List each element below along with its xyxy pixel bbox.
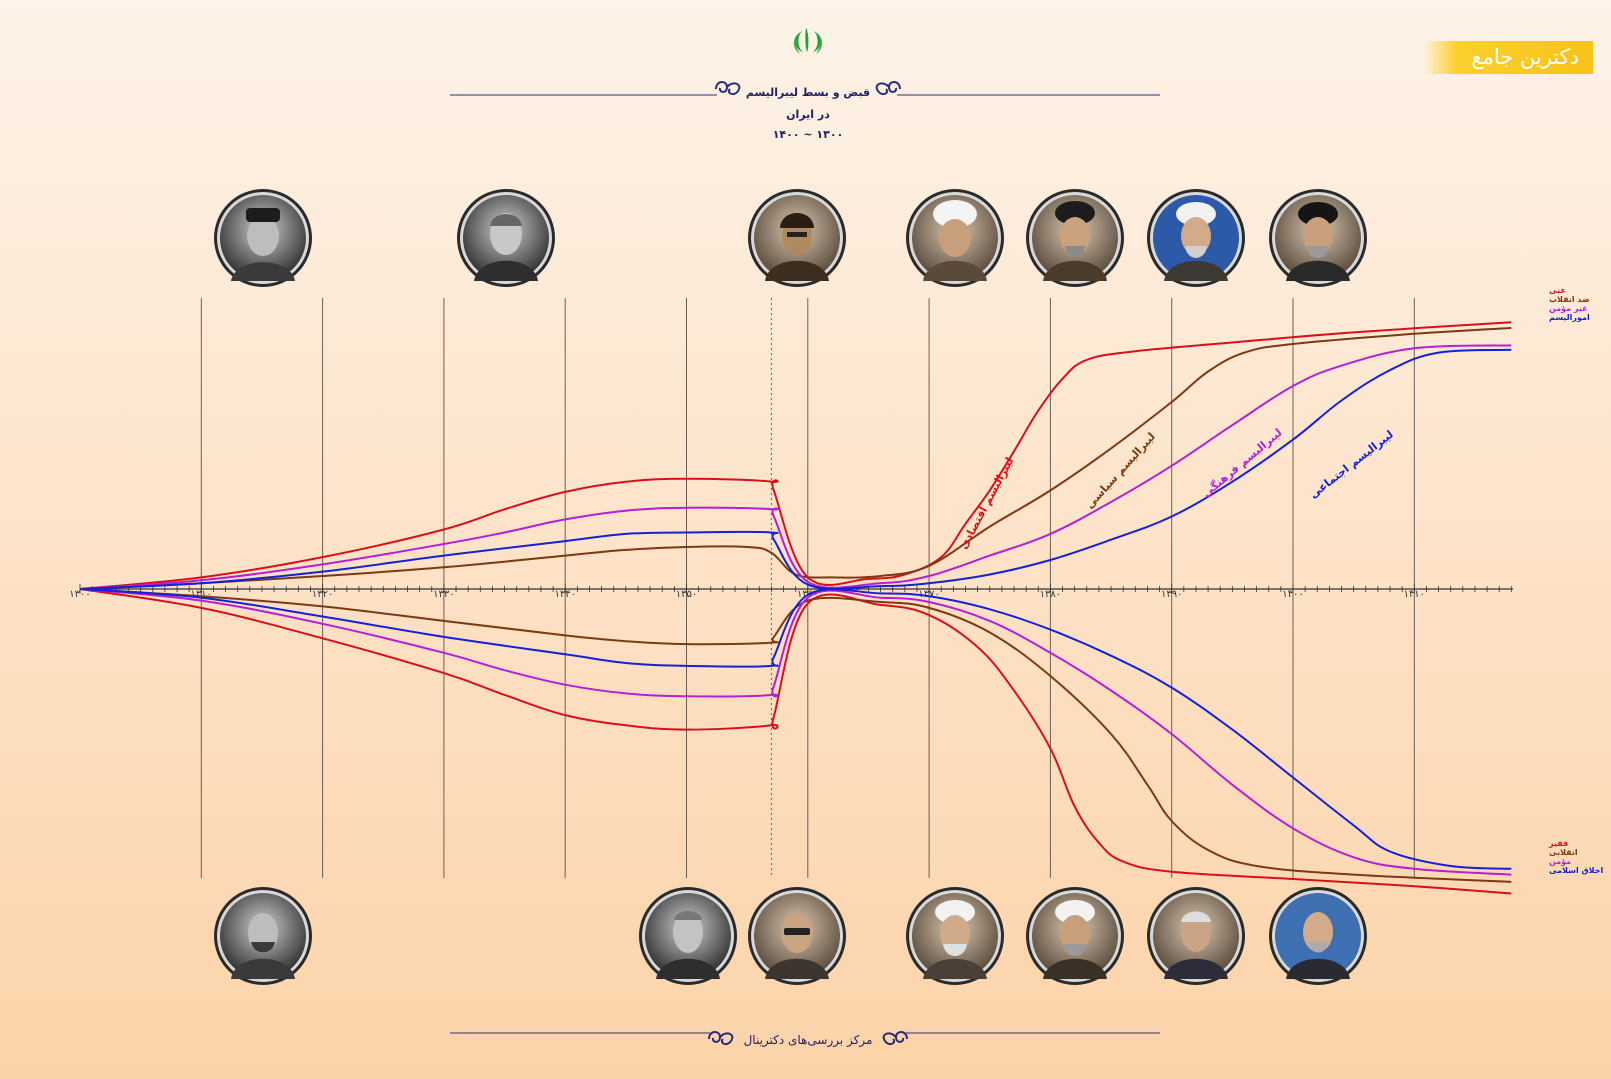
x-tick-label: ۱۳۸۰	[1040, 589, 1061, 600]
chart-range: ۱۴۰۰ ~ ۱۳۰۰	[773, 128, 844, 141]
portrait-avatar	[1026, 887, 1124, 985]
portrait-avatar	[214, 887, 312, 985]
curve-label: لیبرالیسم اجتماعی	[1307, 428, 1396, 501]
portrait-avatar	[906, 189, 1004, 287]
series-end-label: انقلابی	[1549, 848, 1578, 857]
series-end-label: اخلاق اسلامی	[1549, 866, 1604, 875]
series-end-label: امورالیسم	[1549, 313, 1590, 322]
x-axis: ۱۳۰۰ ۱۳۱۰ ۱۳۲۰ ۱۳۳۰ ۱۳۴۰ ۱۳۵۰ ۱۳۶۰ ۱۳۷۰ ۱۳۸۰ ۱۳۹۰…	[69, 584, 1513, 600]
series-end-label: فقیر	[1548, 839, 1568, 848]
x-tick-label: ۱۳۲۰	[312, 589, 333, 600]
chart-title: قبض و بسط لیبرالیسم	[746, 86, 870, 99]
series-line-brown	[79, 327, 1512, 590]
portraits-bottom	[214, 887, 1367, 985]
series-line-blue	[79, 588, 1512, 870]
series-line-red	[79, 588, 1512, 895]
x-tick-label: ۱۳۰۰	[69, 589, 90, 600]
portrait-avatar	[1147, 189, 1245, 287]
x-tick-label: ۱۴۱۰	[1404, 589, 1425, 600]
portrait-avatar	[1026, 189, 1124, 287]
series-end-label: ضد انقلاب	[1549, 295, 1590, 304]
x-tick-label: ۱۳۷۰	[918, 589, 939, 600]
portrait-avatar	[1269, 887, 1367, 985]
curve-label: لیبرالیسم اقتصادی	[957, 455, 1016, 551]
portrait-avatar	[1147, 887, 1245, 985]
series-line-magenta	[79, 588, 1512, 876]
series-end-label: غیر مؤمن	[1549, 304, 1588, 313]
portrait-avatar	[457, 189, 555, 287]
footer: مرکز بررسی‌های دکترینال	[450, 1031, 1160, 1048]
x-tick-label: ۱۳۹۰	[1161, 589, 1182, 600]
series-end-label: مؤمن	[1549, 857, 1571, 866]
chart-subtitle: در ایران	[786, 108, 830, 121]
ornament-right-icon	[875, 81, 901, 96]
portrait-avatar	[639, 887, 737, 985]
portrait-avatar	[214, 189, 312, 287]
x-tick-label: ۱۳۵۰	[676, 589, 697, 600]
x-tick-label: ۱۳۴۰	[554, 589, 575, 600]
brand-banner: دکترین جامع	[1423, 41, 1593, 74]
ornament-right-icon	[882, 1031, 908, 1046]
series-line-red	[79, 321, 1512, 590]
ornament-left-icon	[708, 1031, 734, 1046]
curve-label: لیبرالیسم فرهنگی	[1200, 426, 1285, 500]
series-line-brown	[79, 588, 1512, 883]
series-end-label: غنی	[1549, 286, 1566, 295]
portrait-avatar	[748, 887, 846, 985]
x-tick-label: ۱۳۱۰	[191, 589, 212, 600]
portrait-avatar	[1269, 189, 1367, 287]
x-tick-label: ۱۳۳۰	[433, 589, 454, 600]
portrait-avatar	[748, 189, 846, 287]
x-tick-label: ۱۴۰۰	[1282, 589, 1303, 600]
series-line-magenta	[79, 344, 1512, 590]
footer-text: مرکز بررسی‌های دکترینال	[744, 1033, 873, 1048]
iran-emblem-icon	[793, 28, 823, 54]
portrait-avatar	[906, 887, 1004, 985]
series-line-blue	[79, 348, 1512, 590]
ornament-left-icon	[715, 81, 741, 96]
header: قبض و بسط لیبرالیسم در ایران ۱۴۰۰ ~ ۱۳۰۰	[450, 81, 1160, 141]
portraits-top	[214, 189, 1367, 287]
series	[79, 321, 1512, 895]
